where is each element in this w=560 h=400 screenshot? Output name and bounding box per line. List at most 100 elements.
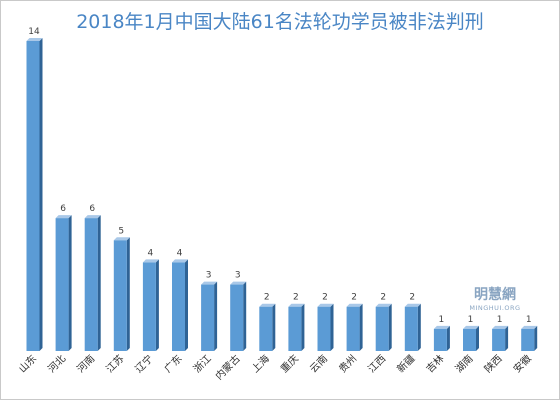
value-label-8: 3 [235,271,241,281]
bar-top-15 [433,325,450,329]
bar-side-18 [534,325,538,351]
bar-4 [113,237,130,351]
bar-3 [84,215,101,351]
bar-front-12 [346,306,360,351]
watermark-en: MINGHUI.ORG [469,304,520,312]
bar-side-4 [126,237,130,351]
category-label-11: 云南 [307,352,330,375]
bar-top-2 [55,215,72,219]
bar-front-5 [142,262,156,351]
bar-7 [201,281,218,351]
bar-15 [433,325,450,351]
bar-front-7 [201,284,215,351]
bar-front-10 [288,306,302,351]
bar-top-5 [142,259,159,263]
bar-side-5 [155,259,159,351]
bar-side-17 [505,325,509,351]
value-label-13: 2 [380,293,386,303]
bar-front-6 [172,262,185,351]
category-label-6: 广东 [161,352,184,375]
bar-side-3 [97,215,101,351]
bar-top-16 [463,325,479,329]
value-label-18: 1 [526,315,532,325]
bar-16 [463,325,479,351]
bar-top-10 [288,303,305,307]
chart-title: 2018年1月中国大陆61名法轮功学员被非法判刑 [76,11,484,33]
category-label-2: 河北 [46,353,69,376]
value-label-1: 14 [28,27,40,37]
bar-front-4 [113,240,127,351]
category-label-17: 陕西 [481,352,504,375]
category-label-13: 江西 [366,353,389,376]
bar-front-13 [375,306,389,351]
value-label-15: 1 [439,315,445,325]
value-label-16: 1 [468,315,474,325]
bar-top-8 [230,281,247,285]
bar-front-15 [433,328,447,351]
bar-12 [346,303,363,351]
category-label-5: 辽宁 [132,352,155,375]
bar-5 [142,259,159,351]
bar-front-18 [521,328,535,351]
bar-top-7 [201,281,218,285]
bar-side-14 [417,303,421,351]
category-label-1: 山东 [16,352,39,375]
bar-18 [521,325,538,351]
bar-side-13 [388,303,392,351]
value-label-6: 4 [177,248,183,258]
category-label-3: 河南 [74,352,97,375]
category-label-7: 浙江 [191,353,214,376]
bar-front-8 [230,284,244,351]
bars-group [26,38,538,351]
bar-14 [404,303,421,351]
bar-front-16 [463,328,476,351]
bar-top-17 [492,325,509,329]
bar-front-3 [84,218,98,351]
bar-side-10 [301,303,305,351]
bar-side-8 [243,281,247,351]
bar-top-18 [521,325,538,329]
bar-front-14 [404,306,418,351]
bar-side-2 [68,215,72,351]
bar-8 [230,281,247,351]
value-label-7: 3 [206,271,212,281]
value-label-3: 6 [89,204,95,214]
bar-top-4 [113,237,130,241]
bar-side-15 [446,325,450,351]
value-label-14: 2 [409,293,415,303]
bar-top-1 [26,38,43,41]
bar-front-11 [317,306,331,351]
bar-side-1 [39,38,43,351]
value-label-5: 4 [148,248,154,258]
bar-front-17 [492,328,506,351]
bar-1 [26,38,43,351]
bar-10 [288,303,305,351]
value-label-17: 1 [497,315,503,325]
labels-group: 14 山东 6 河北 6 河南 5 江苏 4 辽宁 4 广东 3 浙江 3 内蒙古 2 上海 2 重庆 2 云南 2 贵州 2 江… [16,27,534,382]
bar-11 [317,303,334,351]
category-label-12: 贵州 [336,352,359,375]
category-label-15: 吉林 [423,352,446,375]
value-label-12: 2 [351,293,357,303]
value-label-10: 2 [293,293,299,303]
bar-front-9 [259,306,273,351]
value-label-9: 2 [264,293,270,303]
bar-top-9 [259,303,276,307]
bar-top-3 [84,215,101,219]
bar-13 [375,303,392,351]
minghui-watermark: 明慧網 MINGHUI.ORG [469,286,520,312]
bar-side-9 [272,303,276,351]
category-label-8: 内蒙古 [212,352,242,382]
bar-front-1 [26,41,40,351]
category-label-14: 新疆 [394,352,417,375]
bar-side-12 [359,303,363,351]
bar-top-12 [346,303,363,307]
bar-side-7 [214,281,218,351]
category-label-10: 重庆 [278,352,301,375]
bar-side-6 [185,259,188,351]
bar-6 [172,259,188,351]
watermark-cn: 明慧網 [474,286,516,303]
bar-top-14 [404,303,421,307]
bar-side-16 [476,325,479,351]
